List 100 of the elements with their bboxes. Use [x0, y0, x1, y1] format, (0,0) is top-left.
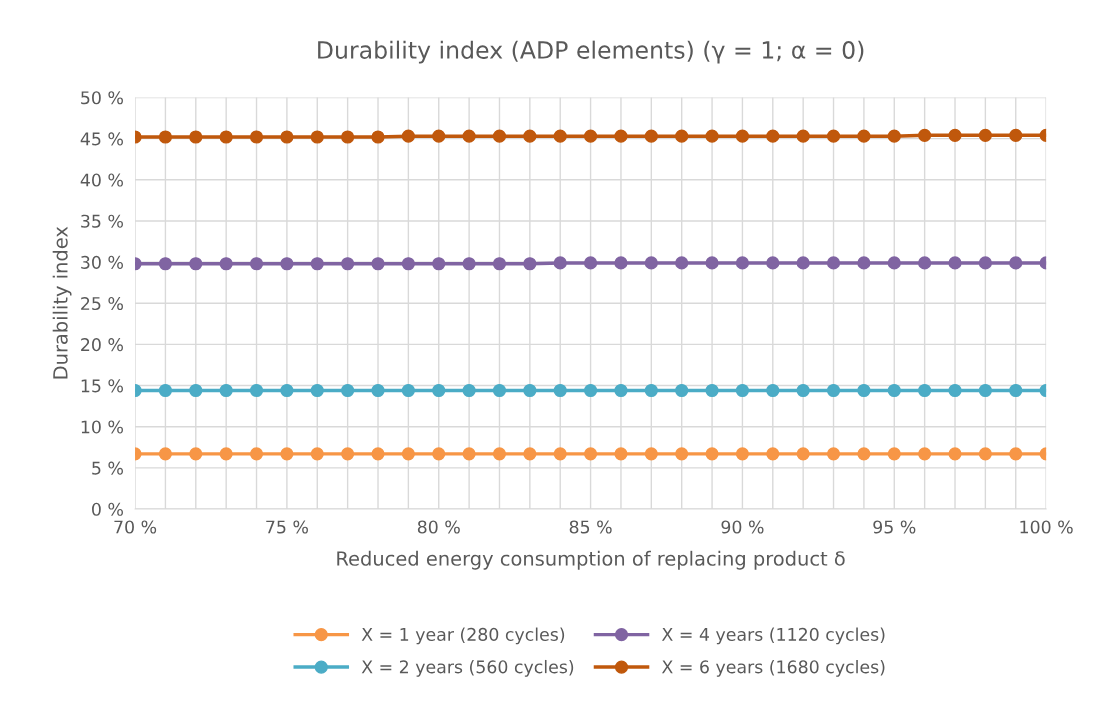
point: [918, 128, 932, 142]
x-tick-label: 70 %: [114, 520, 157, 534]
point: [158, 383, 173, 398]
point: [462, 447, 476, 461]
y-tick-label: 25 %: [81, 296, 123, 311]
y-tick-label: 40 %: [80, 173, 123, 187]
point: [978, 383, 992, 398]
point: [462, 383, 476, 398]
point: [918, 447, 932, 461]
point: [705, 447, 719, 461]
point: [523, 447, 537, 461]
point: [887, 129, 901, 143]
y-tick-label: 5 %: [92, 461, 123, 475]
point: [280, 257, 294, 271]
point: [796, 447, 810, 461]
point: [280, 383, 294, 398]
point: [918, 383, 932, 398]
point: [614, 383, 628, 398]
point: [887, 383, 901, 398]
x-axis-title: Reduced energy consumption of replacing product δ: [337, 550, 845, 570]
point: [492, 383, 507, 398]
point: [705, 256, 719, 270]
point: [432, 257, 446, 271]
point: [1009, 383, 1023, 398]
point: [644, 256, 658, 270]
point: [553, 129, 567, 143]
point: [219, 447, 233, 461]
point: [796, 256, 810, 270]
point: [614, 256, 628, 270]
point: [857, 383, 871, 398]
point: [735, 129, 750, 143]
point: [948, 128, 962, 142]
point: [1009, 128, 1023, 142]
point: [310, 130, 324, 144]
point: [614, 447, 628, 461]
point: [219, 130, 233, 144]
point: [583, 129, 598, 143]
point: [401, 447, 415, 461]
point: [826, 447, 841, 461]
point: [1009, 256, 1023, 270]
point: [553, 383, 567, 398]
point: [158, 447, 173, 461]
y-tick-label: 30 %: [81, 255, 123, 269]
point: [371, 130, 385, 144]
point: [675, 447, 689, 461]
point: [978, 447, 992, 461]
point: [158, 257, 173, 271]
x-tick-label: 95 %: [873, 520, 916, 534]
point: [492, 257, 507, 271]
point: [644, 129, 658, 143]
x-tick-label: 85 %: [569, 520, 612, 534]
point: [766, 383, 780, 398]
point: [492, 447, 507, 461]
point: [280, 447, 294, 461]
point: [432, 129, 446, 143]
y-tick-label: 50 %: [81, 91, 123, 105]
point: [189, 130, 203, 144]
point: [705, 129, 719, 143]
chart-title: Durability index (ADP elements) (γ = 1; α = 0): [318, 40, 864, 64]
point: [523, 129, 537, 143]
point: [341, 383, 355, 398]
point: [675, 129, 689, 143]
y-tick-label: 35 %: [81, 214, 123, 228]
point: [553, 256, 567, 270]
y-tick-label: 0 %: [92, 502, 123, 516]
point: [462, 257, 476, 271]
point: [826, 129, 841, 143]
point: [189, 257, 203, 271]
point: [189, 447, 203, 461]
point: [583, 447, 598, 461]
point: [826, 383, 841, 398]
point: [675, 383, 689, 398]
legend-label: X = 4 years (1120 cycles): [661, 627, 885, 645]
point: [675, 256, 689, 270]
point: [249, 447, 264, 461]
point: [735, 383, 750, 398]
y-tick-label: 10 %: [81, 420, 123, 434]
y-axis-title: Durability index: [52, 226, 72, 379]
point: [401, 129, 415, 143]
x-tick-label: 90 %: [721, 520, 764, 534]
point: [735, 256, 750, 270]
point: [887, 447, 901, 461]
point: [158, 130, 173, 144]
point: [371, 257, 385, 271]
point: [189, 383, 203, 398]
y-tick-label: 15 %: [81, 379, 123, 393]
point: [826, 256, 841, 270]
x-tick-label: 80 %: [417, 520, 460, 534]
point: [614, 129, 628, 143]
legend-label: X = 2 years (560 cycles): [361, 659, 574, 677]
point: [857, 447, 871, 461]
point: [249, 257, 264, 271]
point: [735, 447, 750, 461]
y-tick-label: 45 %: [80, 132, 123, 146]
point: [1009, 447, 1023, 461]
point: [918, 256, 932, 270]
point: [583, 383, 598, 398]
point: [796, 129, 810, 143]
point: [523, 383, 537, 398]
point: [644, 447, 658, 461]
